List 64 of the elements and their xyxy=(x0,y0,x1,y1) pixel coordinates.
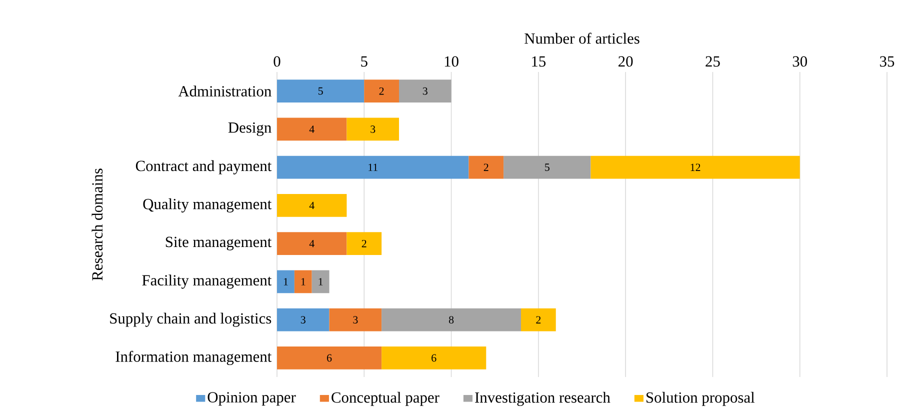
data-label: 1 xyxy=(284,278,288,286)
legend-label: Solution proposal xyxy=(646,392,755,406)
bar xyxy=(382,346,486,370)
bar xyxy=(521,308,556,332)
data-label: 1 xyxy=(301,278,306,286)
x-tick-label: 30 xyxy=(792,56,807,67)
data-label: 6 xyxy=(327,354,332,362)
bar xyxy=(276,270,294,294)
data-label: 3 xyxy=(353,316,358,324)
y-tick-label: Quality management xyxy=(143,198,272,212)
bar xyxy=(346,232,382,256)
bar xyxy=(276,346,382,370)
bar xyxy=(399,80,452,103)
data-label: 2 xyxy=(484,164,488,171)
x-tick-label: 15 xyxy=(532,56,546,67)
bar xyxy=(276,194,347,217)
y-tick-label: Design xyxy=(228,122,272,136)
bar xyxy=(590,156,800,179)
bar xyxy=(468,156,504,179)
bar xyxy=(276,232,347,256)
data-label: 5 xyxy=(545,164,550,171)
bar xyxy=(276,308,330,332)
y-axis-title: Research domains xyxy=(92,168,103,280)
data-label: 4 xyxy=(309,202,314,210)
data-label: 12 xyxy=(690,164,700,171)
y-tick-label: Information management xyxy=(116,350,272,366)
x-tick-label: 35 xyxy=(880,56,894,67)
legend-label: Investigation research xyxy=(475,392,610,406)
data-label: 4 xyxy=(309,126,314,133)
bar xyxy=(276,80,364,103)
legend-label: Conceptual paper xyxy=(332,392,440,406)
data-label: 2 xyxy=(362,240,366,248)
data-label: 5 xyxy=(318,87,323,95)
y-tick-label: Site management xyxy=(166,236,272,250)
x-tick-label: 0 xyxy=(274,56,280,67)
x-axis-title: Number of articles xyxy=(524,32,640,44)
data-label: 4 xyxy=(309,240,314,248)
bar xyxy=(276,118,347,141)
data-label: 3 xyxy=(300,316,306,324)
bar xyxy=(312,270,330,294)
y-tick-label: Administration xyxy=(178,86,272,97)
x-tick-label: 20 xyxy=(618,56,633,67)
data-label: 3 xyxy=(422,87,428,95)
data-label: 2 xyxy=(536,316,541,324)
data-label: 8 xyxy=(448,316,454,324)
data-label: 2 xyxy=(379,87,384,95)
bar xyxy=(382,308,521,332)
x-tick-label: 10 xyxy=(444,56,458,67)
data-label: 11 xyxy=(368,164,378,171)
bar xyxy=(504,156,591,179)
bar xyxy=(364,80,399,103)
bar xyxy=(329,308,382,332)
x-tick-label: 5 xyxy=(361,56,368,67)
x-tick-label: 25 xyxy=(706,56,720,67)
bar xyxy=(276,156,469,179)
y-tick-label: Facility management xyxy=(142,274,272,289)
y-tick-label: Supply chain and logistics xyxy=(110,312,272,327)
legend-label: Opinion paper xyxy=(208,392,296,406)
data-label: 1 xyxy=(318,278,323,286)
bar xyxy=(346,118,399,141)
bar xyxy=(294,270,312,294)
data-label: 3 xyxy=(370,126,376,133)
y-tick-label: Contract and payment xyxy=(136,160,272,174)
data-label: 6 xyxy=(432,354,436,362)
